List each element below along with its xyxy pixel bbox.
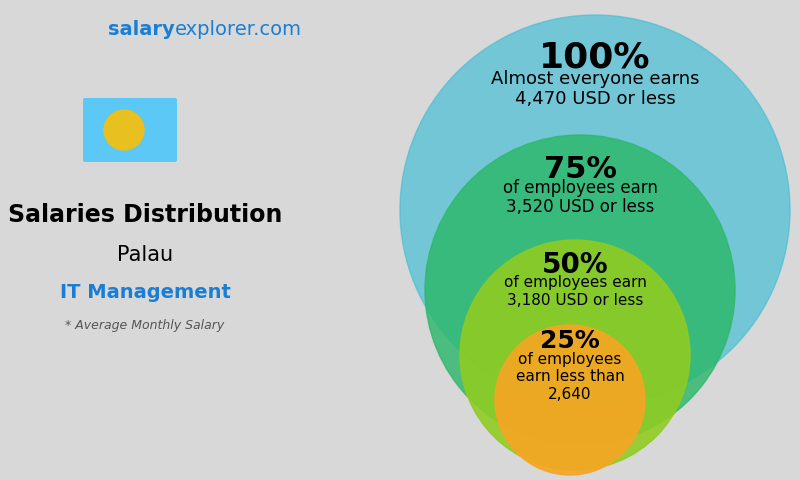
Text: * Average Monthly Salary: * Average Monthly Salary [66, 319, 225, 332]
Text: Almost everyone earns: Almost everyone earns [490, 70, 699, 88]
Circle shape [104, 110, 144, 150]
Text: 25%: 25% [540, 329, 600, 353]
Text: 100%: 100% [539, 41, 650, 75]
Circle shape [425, 135, 735, 445]
Text: 3,520 USD or less: 3,520 USD or less [506, 199, 654, 216]
Text: of employees earn: of employees earn [502, 180, 658, 197]
Text: of employees earn: of employees earn [503, 276, 646, 290]
Text: 2,640: 2,640 [548, 387, 592, 402]
Text: 50%: 50% [542, 252, 608, 279]
Circle shape [400, 15, 790, 405]
Text: 75%: 75% [543, 155, 617, 184]
Text: 4,470 USD or less: 4,470 USD or less [514, 91, 675, 108]
FancyBboxPatch shape [83, 98, 177, 162]
Text: Salaries Distribution: Salaries Distribution [8, 203, 282, 227]
Text: Palau: Palau [117, 245, 173, 265]
Text: 3,180 USD or less: 3,180 USD or less [507, 293, 643, 308]
Text: salary: salary [108, 20, 175, 39]
Circle shape [460, 240, 690, 470]
Text: IT Management: IT Management [59, 283, 230, 301]
Text: earn less than: earn less than [516, 369, 624, 384]
Circle shape [495, 325, 645, 475]
Text: explorer.com: explorer.com [175, 20, 302, 39]
Text: of employees: of employees [518, 351, 622, 367]
